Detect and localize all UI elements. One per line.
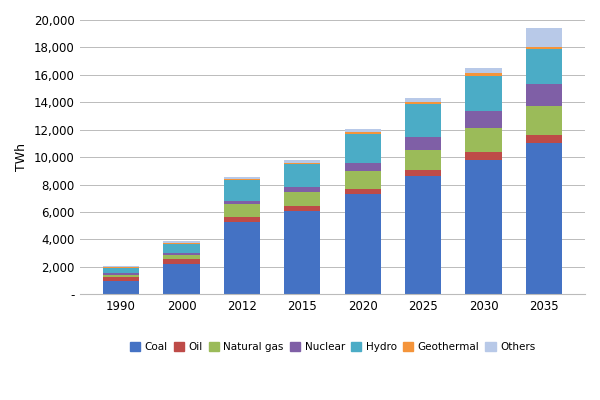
Bar bbox=[284, 187, 320, 192]
Bar bbox=[224, 217, 260, 222]
Bar bbox=[284, 163, 320, 164]
Legend: Coal, Oil, Natural gas, Nuclear, Hydro, Geothermal, Others: Coal, Oil, Natural gas, Nuclear, Hydro, … bbox=[125, 338, 539, 356]
Bar bbox=[405, 137, 441, 150]
Bar bbox=[526, 134, 562, 144]
Bar bbox=[163, 255, 200, 259]
Bar bbox=[284, 211, 320, 294]
Bar bbox=[163, 241, 200, 243]
Bar bbox=[344, 171, 381, 189]
Bar bbox=[344, 129, 381, 132]
Bar bbox=[224, 180, 260, 201]
Bar bbox=[224, 201, 260, 204]
Bar bbox=[103, 277, 139, 281]
Bar bbox=[224, 222, 260, 294]
Bar bbox=[284, 164, 320, 187]
Bar bbox=[344, 189, 381, 194]
Bar bbox=[163, 264, 200, 294]
Bar bbox=[103, 275, 139, 277]
Bar bbox=[163, 243, 200, 244]
Bar bbox=[103, 266, 139, 267]
Y-axis label: TWh: TWh bbox=[15, 143, 28, 171]
Bar bbox=[466, 111, 502, 128]
Bar bbox=[466, 152, 502, 160]
Bar bbox=[344, 194, 381, 294]
Bar bbox=[405, 104, 441, 137]
Bar bbox=[526, 47, 562, 50]
Bar bbox=[466, 73, 502, 76]
Bar bbox=[405, 170, 441, 176]
Bar bbox=[344, 132, 381, 134]
Bar bbox=[103, 267, 139, 268]
Bar bbox=[466, 68, 502, 73]
Bar bbox=[405, 98, 441, 102]
Bar bbox=[103, 281, 139, 294]
Bar bbox=[405, 150, 441, 170]
Bar bbox=[526, 28, 562, 47]
Bar bbox=[526, 84, 562, 106]
Bar bbox=[466, 128, 502, 152]
Bar bbox=[284, 206, 320, 211]
Bar bbox=[405, 102, 441, 104]
Bar bbox=[284, 160, 320, 163]
Bar bbox=[103, 273, 139, 275]
Bar bbox=[163, 244, 200, 252]
Bar bbox=[224, 204, 260, 217]
Bar bbox=[526, 50, 562, 84]
Bar bbox=[466, 160, 502, 294]
Bar bbox=[466, 76, 502, 111]
Bar bbox=[224, 177, 260, 179]
Bar bbox=[224, 179, 260, 180]
Bar bbox=[405, 176, 441, 294]
Bar bbox=[163, 259, 200, 264]
Bar bbox=[284, 192, 320, 206]
Bar bbox=[344, 134, 381, 163]
Bar bbox=[344, 163, 381, 171]
Bar bbox=[163, 252, 200, 255]
Bar bbox=[103, 268, 139, 273]
Bar bbox=[526, 106, 562, 134]
Bar bbox=[526, 144, 562, 294]
